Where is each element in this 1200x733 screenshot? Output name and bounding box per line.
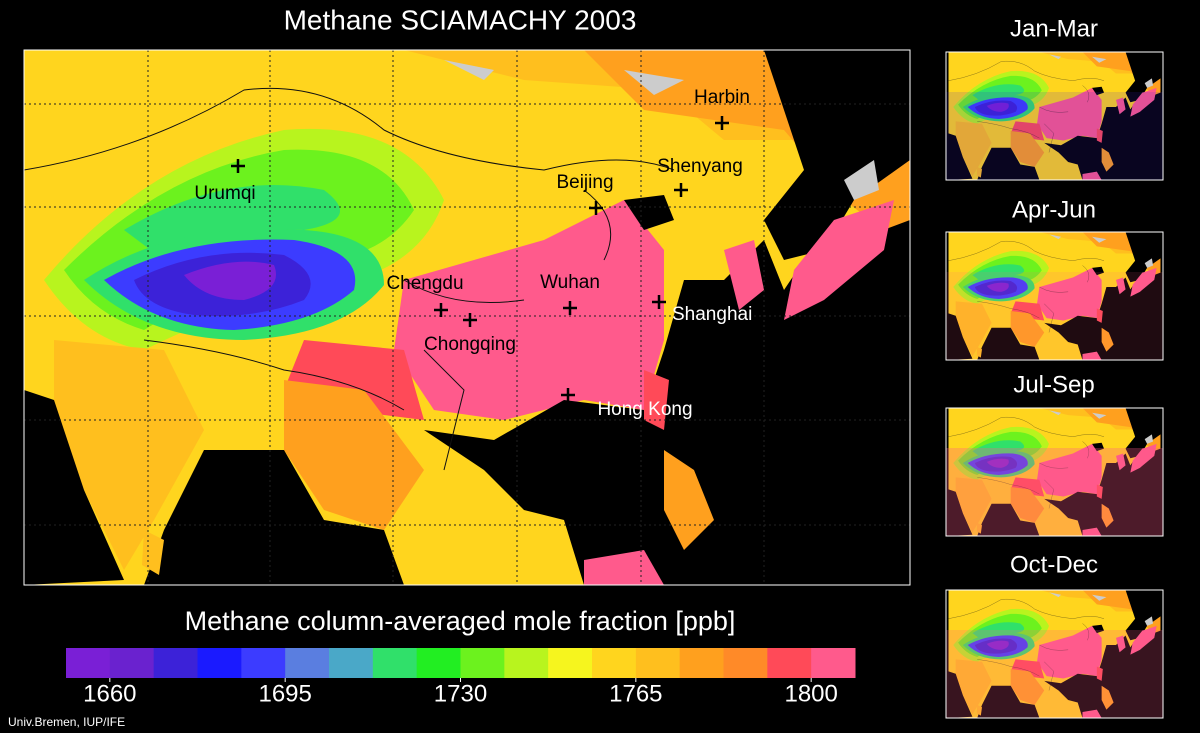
season-tint (946, 630, 1163, 718)
colorbar-tick-label: 1695 (258, 680, 311, 707)
colorbar-swatch (372, 648, 418, 678)
colorbar-swatch (504, 648, 549, 678)
city-marker (563, 301, 577, 315)
city-label: Beijing (556, 172, 613, 193)
season-title: Oct-Dec (1010, 551, 1098, 578)
colorbar-swatch (241, 648, 286, 678)
season-frame (945, 407, 1164, 537)
city-label: Shenyang (657, 156, 743, 177)
season-frame (945, 51, 1164, 181)
city-marker (652, 295, 666, 309)
season-tint (946, 272, 1163, 360)
title: Methane SCIAMACHY 2003 (284, 4, 637, 35)
colorbar-swatch (723, 648, 768, 678)
colorbar-swatch (66, 648, 111, 678)
colorbar-swatch (416, 648, 461, 678)
main-map (23, 49, 911, 586)
colorbar-swatch (592, 648, 637, 678)
colorbar-label: Methane column-averaged mole fraction [p… (185, 606, 736, 636)
season-title: Apr-Jun (1012, 196, 1096, 223)
colorbar-swatch (679, 648, 724, 678)
colorbar-tick-label: 1765 (609, 680, 662, 707)
colorbar-swatch (460, 648, 505, 678)
city-label: Chongqing (424, 334, 516, 355)
city-marker (231, 159, 245, 173)
colorbar-tick-label: 1730 (434, 680, 487, 707)
city-label: Hong Kong (597, 399, 692, 420)
colorbar-swatch (285, 648, 330, 678)
season-title: Jul-Sep (1013, 371, 1094, 398)
colorbar-tick-label: 1660 (83, 680, 136, 707)
colorbar-swatch (329, 648, 374, 678)
city-marker (715, 116, 729, 130)
city-label: Harbin (694, 87, 750, 108)
season-frame (945, 231, 1164, 361)
season-title: Jan-Mar (1010, 15, 1098, 42)
city-marker (434, 303, 448, 317)
season-tint (946, 448, 1163, 536)
city-marker (561, 388, 575, 402)
colorbar-swatch (109, 648, 155, 678)
colorbar-swatch (197, 648, 242, 678)
city-label: Shanghai (672, 304, 752, 325)
season-frame (945, 589, 1164, 719)
city-marker (674, 183, 688, 197)
colorbar-tick-label: 1800 (784, 680, 837, 707)
city-label: Wuhan (540, 272, 600, 293)
credit: Univ.Bremen, IUP/IFE (8, 715, 125, 729)
season-tint (946, 92, 1163, 180)
city-marker (463, 313, 477, 327)
city-label: Urumqi (194, 183, 255, 204)
colorbar-swatch (548, 648, 593, 678)
colorbar-swatch (153, 648, 198, 678)
colorbar-swatch (635, 648, 681, 678)
city-marker (589, 201, 603, 215)
colorbar-swatch (767, 648, 812, 678)
city-label: Chengdu (386, 273, 463, 294)
colorbar-swatch (811, 648, 856, 678)
